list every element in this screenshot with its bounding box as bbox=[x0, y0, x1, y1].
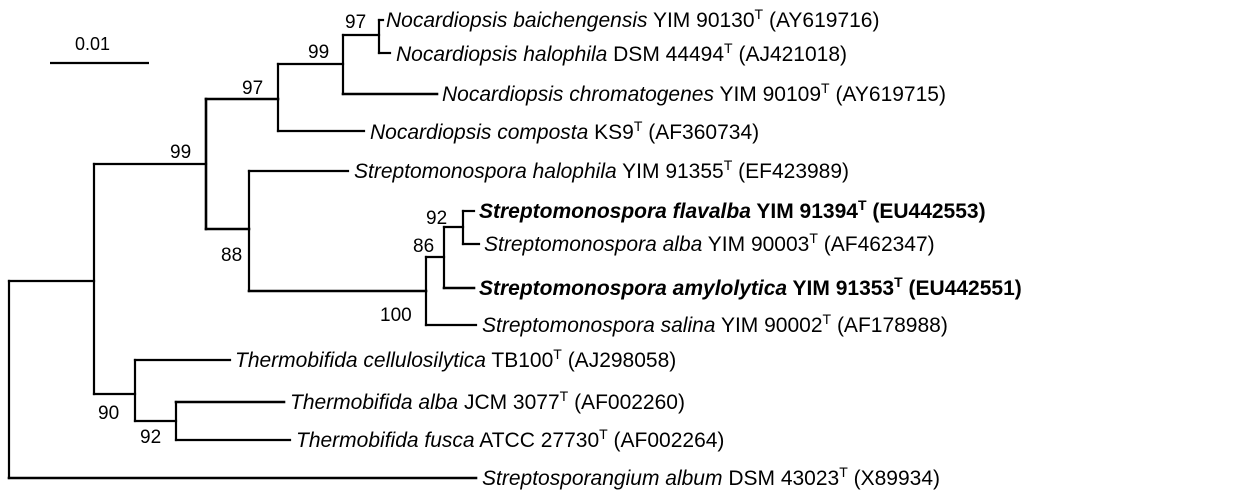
bootstrap-value: 97 bbox=[345, 12, 366, 33]
bootstrap-values: 97 99 97 99 92 86 100 88 90 92 bbox=[98, 12, 447, 448]
bootstrap-value: 88 bbox=[221, 245, 242, 266]
taxon-label: Nocardiopsis baichengensis YIM 90130T (A… bbox=[386, 6, 879, 32]
bootstrap-value: 99 bbox=[170, 142, 191, 163]
bootstrap-value: 99 bbox=[308, 42, 329, 63]
taxon-label: Thermobifida cellulosilytica TB100T (AJ2… bbox=[235, 346, 676, 372]
taxon-label: Nocardiopsis halophila DSM 44494T (AJ421… bbox=[396, 40, 847, 66]
taxon-label: Streptomonospora halophila YIM 91355T (E… bbox=[354, 157, 849, 183]
bootstrap-value: 86 bbox=[413, 236, 434, 257]
taxon-label: Streptomonospora salina YIM 90002T (AF17… bbox=[482, 311, 948, 337]
tree-branches bbox=[7, 18, 481, 480]
bootstrap-value: 100 bbox=[380, 305, 412, 326]
taxon-label: Thermobifida alba JCM 3077T (AF002260) bbox=[290, 388, 685, 414]
taxon-label-novel: Streptomonospora flavalba YIM 91394T (EU… bbox=[479, 197, 986, 223]
taxon-labels: Nocardiopsis baichengensis YIM 90130T (A… bbox=[235, 6, 1022, 490]
scale-bar-label: 0.01 bbox=[75, 34, 110, 54]
taxon-label: Nocardiopsis composta KS9T (AF360734) bbox=[370, 118, 759, 144]
taxon-label-novel: Streptomonospora amylolytica YIM 91353T … bbox=[479, 274, 1022, 300]
scale-bar: 0.01 bbox=[50, 34, 149, 65]
bootstrap-value: 97 bbox=[242, 78, 263, 99]
bootstrap-value: 90 bbox=[98, 403, 119, 424]
bootstrap-value: 92 bbox=[140, 427, 161, 448]
taxon-label: Streptosporangium album DSM 43023T (X899… bbox=[482, 464, 940, 490]
bootstrap-value: 92 bbox=[426, 208, 447, 229]
taxon-label: Thermobifida fusca ATCC 27730T (AF002264… bbox=[296, 426, 724, 452]
taxon-label: Nocardiopsis chromatogenes YIM 90109T (A… bbox=[442, 80, 946, 106]
taxon-label: Streptomonospora alba YIM 90003T (AF4623… bbox=[484, 230, 935, 256]
